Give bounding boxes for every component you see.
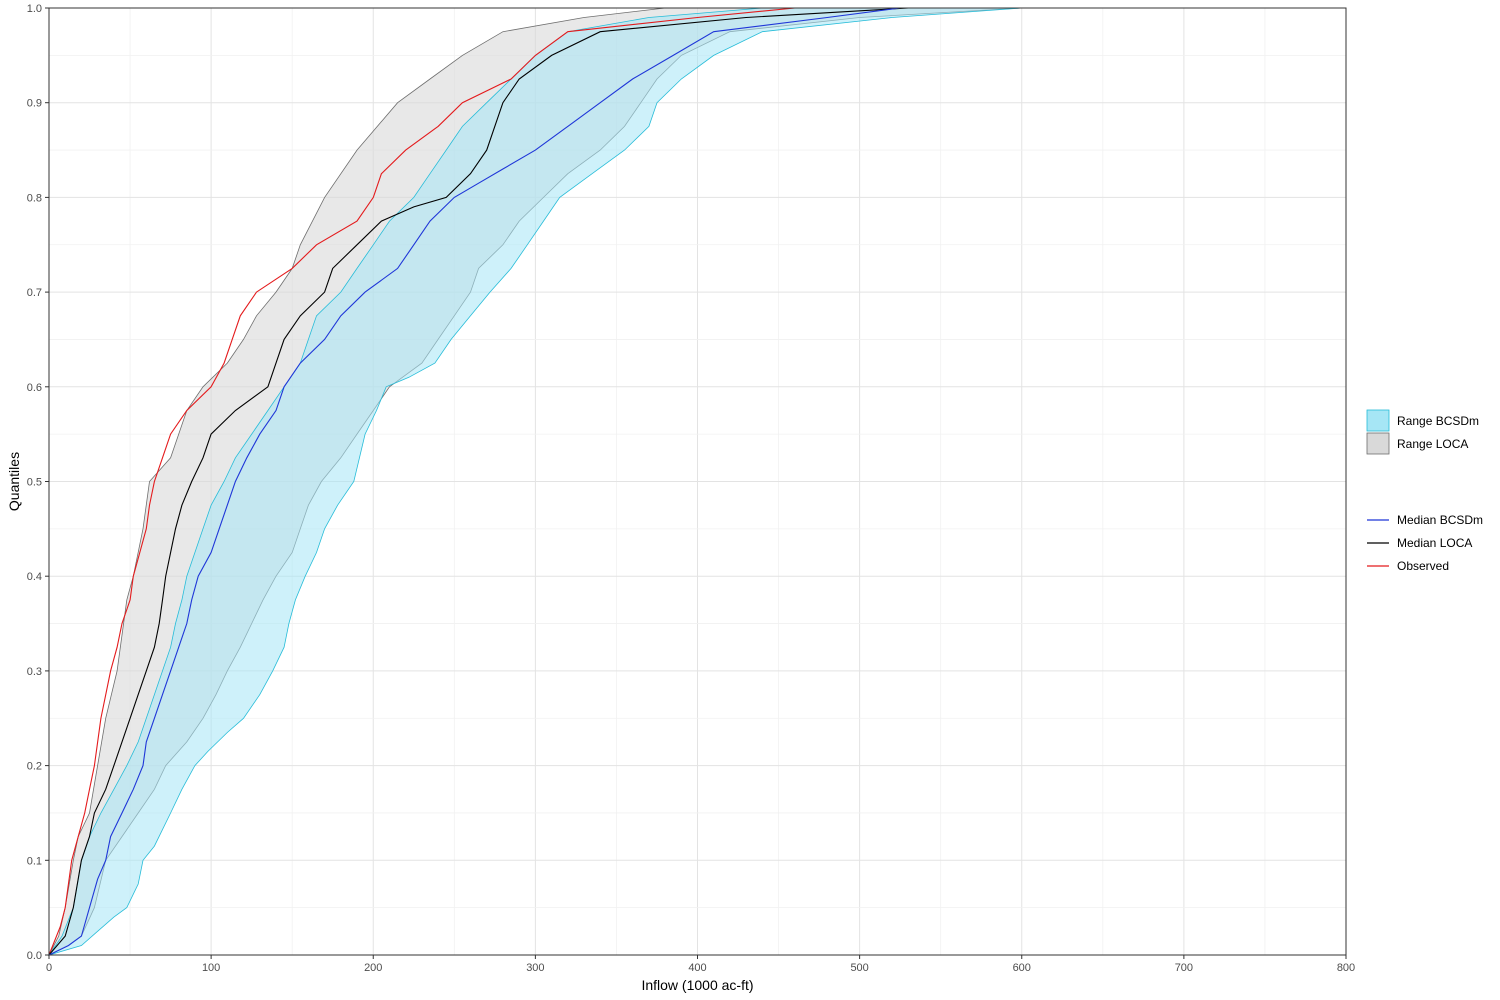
line-observed [48,7,795,956]
x-tick-label: 700 [1175,962,1193,974]
x-tick-label: 500 [850,962,868,974]
y-tick-label: 0.5 [27,477,42,489]
legend-key-range-bcsdm [1366,409,1390,432]
range-bands [48,7,1022,956]
y-tick-label: 0.1 [27,855,42,867]
legend-key-range-loca [1366,432,1390,455]
y-tick-label: 0.8 [27,192,42,204]
legend-label: Median LOCA [1397,536,1472,550]
legend-label: Range BCSDm [1397,414,1479,428]
y-tick-label: 0.6 [27,382,42,394]
y-tick-label: 0.7 [27,287,42,299]
grid [48,7,1347,956]
y-axis-title: Quantiles [6,452,22,511]
y-tick-label: 0.9 [27,98,42,110]
x-axis-title: Inflow (1000 ac-ft) [641,977,753,993]
y-tick-label: 1.0 [27,3,42,15]
x-tick-label: 300 [526,962,544,974]
line-median-bcsdm [48,7,901,956]
x-tick-label: 100 [202,962,220,974]
x-tick-label: 600 [1013,962,1031,974]
axis-ticks: 0 100 200 300 400 500 600 700 800 0.0 0.1 0.2 0.3 0.4… [27,3,1355,974]
x-tick-label: 800 [1337,962,1355,974]
legend: Range BCSDm Range LOCA Median BCSDm Median … [1366,409,1483,573]
x-tick-label: 200 [364,962,382,974]
band-range-bcsdm [48,7,1022,956]
x-tick-label: 0 [46,962,52,974]
y-tick-label: 0.3 [27,666,42,678]
x-tick-label: 400 [688,962,706,974]
legend-label: Median BCSDm [1397,513,1483,527]
y-tick-label: 0.4 [27,571,42,583]
legend-label: Observed [1397,559,1449,573]
series-lines [48,7,909,956]
line-median-loca [48,7,909,956]
y-tick-label: 0.0 [27,950,42,962]
y-tick-label: 0.2 [27,761,42,773]
legend-label: Range LOCA [1397,437,1468,451]
